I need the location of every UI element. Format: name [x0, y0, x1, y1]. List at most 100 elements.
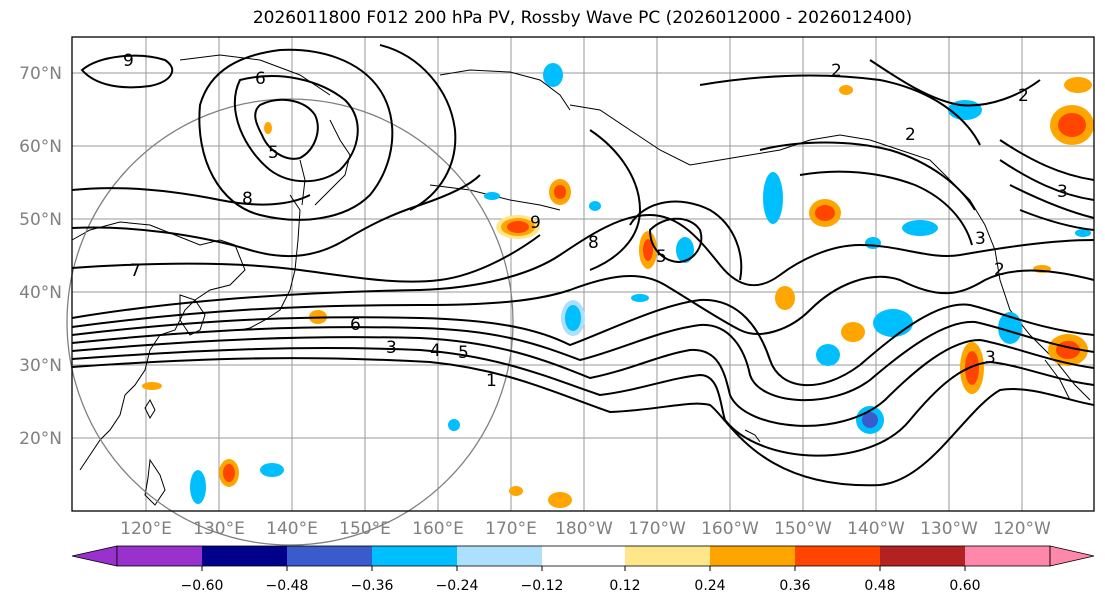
colorbar-tick-label: −0.48 [266, 578, 309, 594]
contour-line [999, 159, 1095, 201]
lon-label: 160°W [701, 519, 759, 539]
contour-line [80, 54, 174, 89]
coastline-na-west [949, 179, 1091, 401]
contour-label: 5 [656, 247, 667, 267]
contour-line [629, 200, 743, 281]
contour-line [71, 234, 541, 283]
pv-contours [71, 44, 1095, 487]
anomaly-negative [631, 294, 649, 302]
contour-line [759, 141, 976, 211]
colorbar-tick-label: 0.48 [864, 578, 895, 594]
coastline-aleutians [429, 184, 561, 211]
anomaly-negative [865, 237, 881, 249]
coastline-sakhalin [299, 159, 306, 206]
anomaly-negative [448, 419, 460, 431]
anomaly-positive [775, 286, 795, 310]
contour-line [699, 74, 981, 146]
anomaly-negative [1075, 229, 1091, 237]
colorbar-extend-low [71, 545, 118, 567]
anomaly-negative [763, 172, 783, 224]
contour-line [869, 59, 1041, 107]
colorbar: −0.60 −0.48 −0.36 −0.24 −0.12 0.12 0.24 … [71, 545, 1095, 594]
contour-line [71, 213, 1095, 319]
contour-label: 6 [255, 69, 266, 89]
anomaly-negative [260, 463, 284, 477]
lat-label: 20°N [19, 429, 62, 449]
contour-line [71, 187, 311, 206]
coastlines [71, 54, 1091, 506]
colorbar-segment [457, 546, 542, 566]
coastline-alaska [569, 104, 951, 181]
contour-label: 3 [985, 348, 996, 368]
coastline-taiwan [144, 398, 156, 420]
coastline-bering [439, 69, 571, 111]
contour-line [648, 217, 703, 264]
colorbar-segment [710, 546, 795, 566]
anomaly-positive [1058, 113, 1086, 137]
anomaly-negative [543, 63, 563, 87]
colorbar-frame [116, 545, 1051, 567]
contour-line [589, 129, 642, 271]
contour-line [71, 336, 1095, 427]
anomaly-positive [1056, 341, 1080, 359]
anomaly-negative [998, 312, 1022, 344]
colorbar-segment [117, 546, 202, 566]
colorbar-tick-label: −0.24 [436, 578, 479, 594]
reference-circle [66, 98, 514, 546]
contour-label: 9 [123, 51, 134, 71]
lon-label: 120°E [120, 519, 172, 539]
colorbar-segment [880, 546, 965, 566]
colorbar-segment [287, 546, 372, 566]
contour-line [254, 98, 319, 160]
anomaly-negative [565, 305, 581, 331]
colorbar-tick-label: 0.60 [949, 578, 980, 594]
lat-label: 50°N [19, 210, 62, 230]
anomaly-positive [839, 85, 853, 95]
lon-label: 150°W [774, 519, 832, 539]
anomaly-negative [589, 201, 601, 211]
contour-label: 6 [350, 315, 361, 335]
coastline-philippines [144, 458, 166, 506]
latitude-labels: 70°N 60°N 50°N 40°N 30°N 20°N [19, 64, 62, 449]
colorbar-extend-high [1049, 545, 1095, 567]
contour-label: 9 [530, 213, 541, 233]
anomaly-positive [815, 205, 835, 221]
contour-line [379, 44, 457, 211]
contour-label: 1 [486, 371, 497, 391]
colorbar-tick-label: 0.36 [779, 578, 810, 594]
anomaly-positive [1064, 77, 1092, 93]
lon-label: 180°W [555, 519, 613, 539]
contour-label: 3 [386, 338, 397, 358]
contour-label: 2 [905, 125, 916, 145]
contour-label: 4 [430, 341, 441, 361]
lon-label: 130°W [920, 519, 978, 539]
anomaly-positive [548, 492, 572, 508]
colorbar-segment [965, 546, 1050, 566]
anomaly-negative [902, 220, 938, 236]
anomaly-positive [554, 185, 566, 199]
contour-line [1009, 184, 1095, 219]
contour-line [71, 320, 1095, 402]
contour-line [71, 174, 481, 258]
lon-label: 120°W [993, 519, 1051, 539]
contour-label: 2 [994, 260, 1005, 280]
lat-label: 60°N [19, 137, 62, 157]
colorbar-tick-labels: −0.60 −0.48 −0.36 −0.24 −0.12 0.12 0.24 … [181, 578, 981, 594]
coastline-hawaii [744, 429, 761, 443]
anomaly-negative [873, 309, 913, 337]
colorbar-tick-label: −0.36 [351, 578, 394, 594]
anomaly-positive [142, 382, 162, 390]
lon-label: 140°E [266, 519, 318, 539]
contour-line [999, 139, 1095, 181]
colorbar-ticks [201, 566, 966, 571]
longitude-labels: 120°E 130°E 140°E 150°E 160°E 170°E 180°… [120, 519, 1051, 539]
contour-line [799, 170, 973, 246]
colorbar-tick-label: −0.12 [521, 578, 564, 594]
anomaly-negative [816, 344, 840, 366]
contour-line [71, 269, 1095, 335]
contour-line [71, 357, 1095, 487]
contour-line [71, 347, 1095, 457]
anomaly-negative [862, 412, 878, 428]
anomaly-positive [509, 486, 523, 496]
lat-label: 30°N [19, 356, 62, 376]
